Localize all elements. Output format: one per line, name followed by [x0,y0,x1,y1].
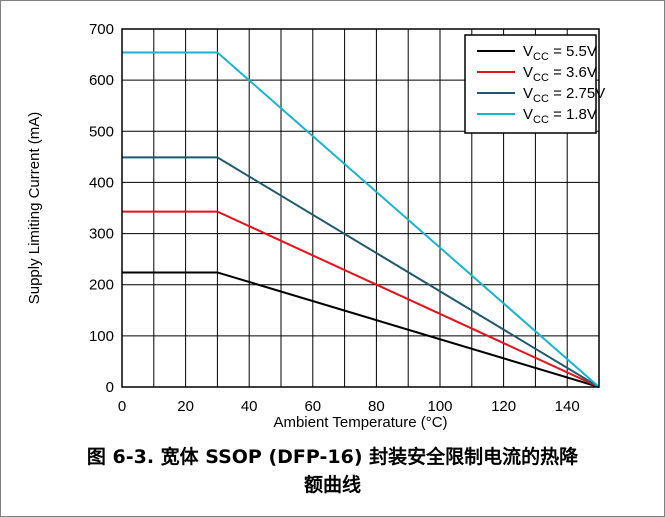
figure-caption: 图 6-3. 宽体 SSOP (DFP-16) 封装安全限制电流的热降 额曲线 [1,443,664,499]
chart: 0 20 40 60 80 100 120 140 0 100 200 300 400 500 600 70… [26,21,605,431]
legend-entry: VCC = 3.6V [523,64,597,84]
x-tick-label: 80 [368,398,385,415]
series-line-4 [122,51,600,388]
series-line-3 [122,156,600,388]
y-tick-label: 200 [89,277,114,294]
y-tick-label: 100 [89,328,114,345]
y-tick-label: 600 [89,72,114,89]
y-tick-label: 0 [106,379,114,396]
series-line-2 [122,210,600,388]
x-tick-label: 40 [241,398,258,415]
legend-entry: VCC = 5.5V [523,43,597,63]
x-tick-label: 60 [304,398,321,415]
legend-entry: VCC = 2.75V [523,85,605,105]
series-layer [122,51,600,388]
x-axis-ticks: 0 20 40 60 80 100 120 140 [118,398,580,415]
y-axis-label: Supply Limiting Current (mA) [26,112,43,305]
y-tick-label: 500 [89,123,114,140]
x-tick-label: 120 [491,398,516,415]
x-tick-label: 100 [427,398,452,415]
legend-entry: VCC = 1.8V [523,106,597,126]
series-line-1 [122,271,600,388]
x-tick-label: 0 [118,398,126,415]
x-tick-label: 140 [555,398,580,415]
plot-area [121,28,600,388]
caption-line-1: 图 6-3. 宽体 SSOP (DFP-16) 封装安全限制电流的热降 [86,446,579,468]
caption-line-2: 额曲线 [303,474,361,496]
y-axis-ticks: 0 100 200 300 400 500 600 700 [89,21,114,396]
x-tick-label: 20 [177,398,194,415]
y-tick-label: 400 [89,174,114,191]
x-axis-label: Ambient Temperature (°C) [273,414,447,431]
y-tick-label: 300 [89,226,114,243]
y-tick-label: 700 [89,21,114,38]
